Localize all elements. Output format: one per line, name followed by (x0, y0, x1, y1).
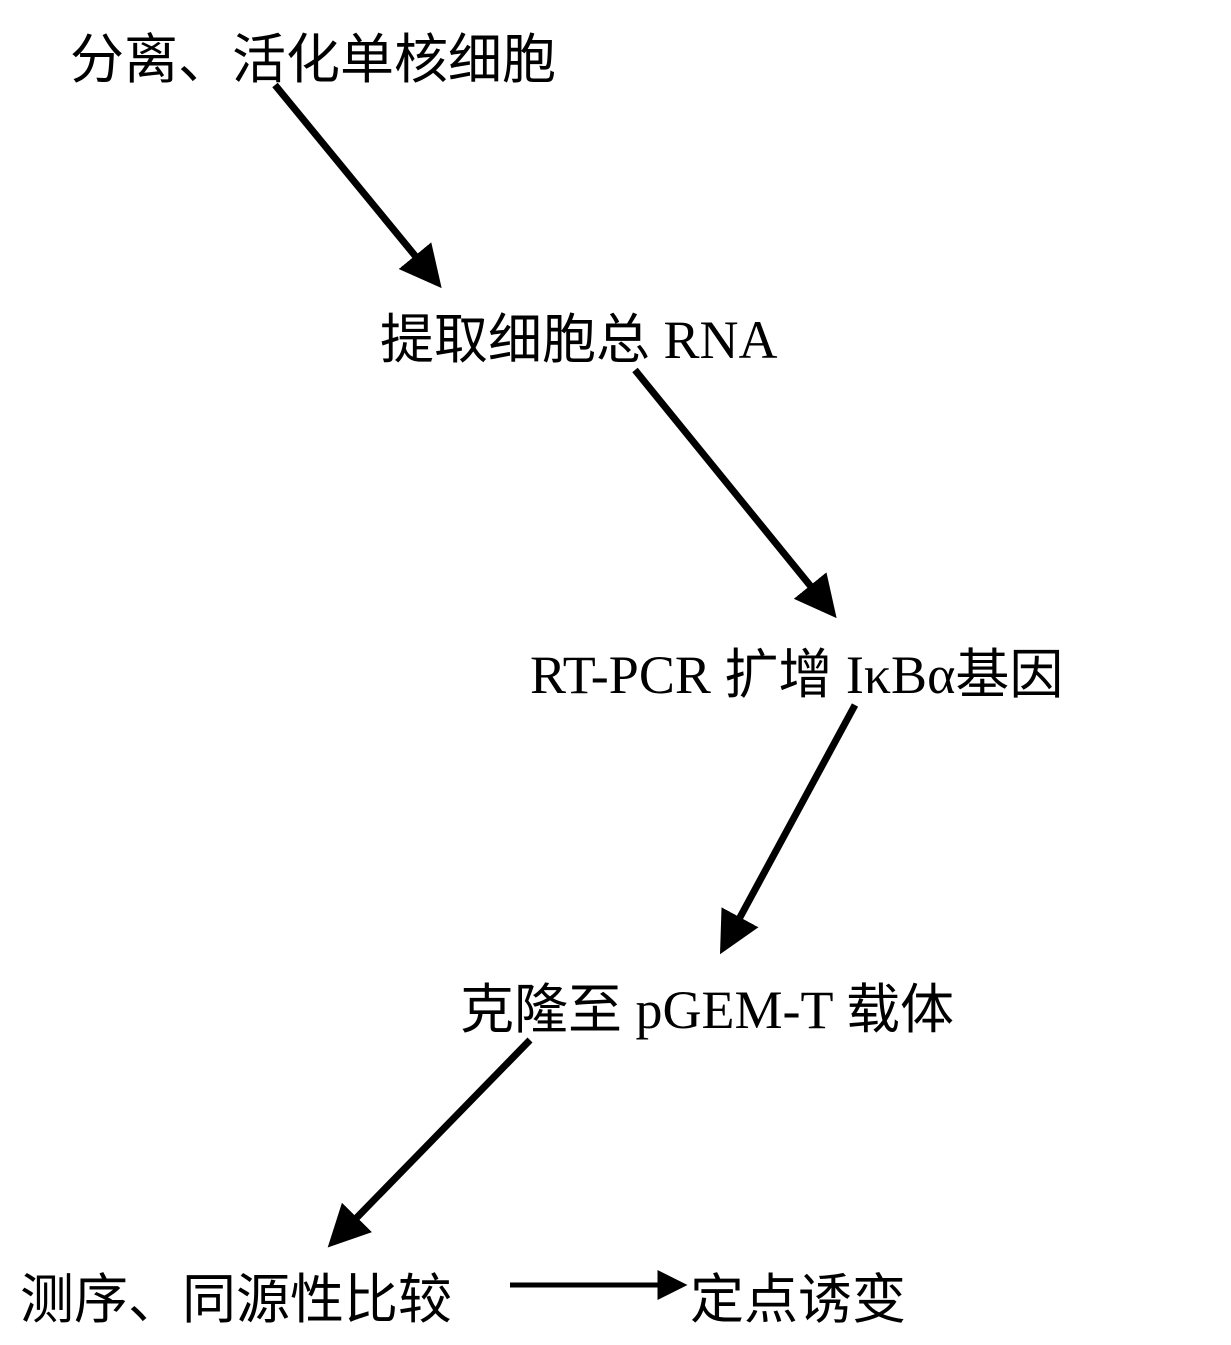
arrow-step1-step2 (275, 85, 435, 280)
arrow-step3-step4 (725, 705, 855, 945)
arrow-step4-step5a (335, 1040, 530, 1240)
arrow-step2-step3 (635, 370, 830, 610)
flowchart-arrows (0, 0, 1231, 1345)
